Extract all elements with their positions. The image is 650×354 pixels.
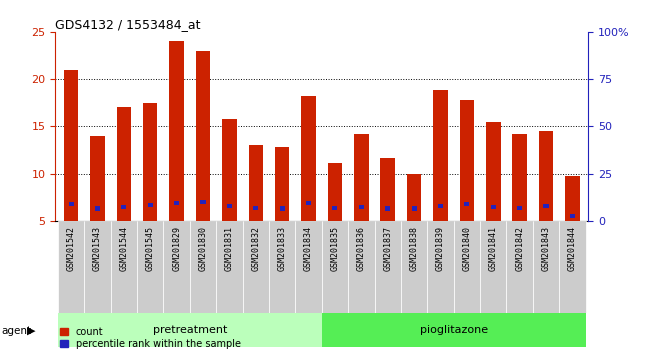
Legend: count, percentile rank within the sample: count, percentile rank within the sample bbox=[60, 327, 240, 349]
Bar bbox=[143, 103, 157, 221]
Bar bbox=[58, 313, 322, 347]
Text: GSM201830: GSM201830 bbox=[198, 225, 207, 270]
Bar bbox=[58, 221, 84, 313]
Bar bbox=[216, 221, 242, 313]
Bar bbox=[322, 221, 348, 313]
Bar bbox=[533, 221, 559, 313]
Bar bbox=[512, 134, 527, 221]
Bar bbox=[506, 221, 533, 313]
Text: GSM201836: GSM201836 bbox=[357, 225, 366, 270]
Bar bbox=[565, 177, 580, 221]
Bar bbox=[254, 206, 258, 210]
Bar bbox=[322, 313, 586, 347]
Text: GSM201829: GSM201829 bbox=[172, 225, 181, 270]
Bar bbox=[295, 221, 322, 313]
Bar bbox=[348, 221, 374, 313]
Bar bbox=[491, 205, 496, 209]
Bar bbox=[332, 206, 337, 210]
Bar bbox=[306, 201, 311, 205]
Bar bbox=[227, 204, 232, 208]
Bar bbox=[427, 221, 454, 313]
Text: GSM201839: GSM201839 bbox=[436, 225, 445, 270]
Bar bbox=[380, 158, 395, 221]
Text: GDS4132 / 1553484_at: GDS4132 / 1553484_at bbox=[55, 18, 201, 31]
Text: GSM201835: GSM201835 bbox=[330, 225, 339, 270]
Text: GSM201545: GSM201545 bbox=[146, 225, 155, 270]
Text: GSM201841: GSM201841 bbox=[489, 225, 498, 270]
Bar bbox=[137, 221, 163, 313]
Text: pretreatment: pretreatment bbox=[153, 325, 227, 335]
Bar bbox=[190, 221, 216, 313]
Bar bbox=[543, 204, 549, 208]
Bar bbox=[570, 214, 575, 218]
Text: GSM201542: GSM201542 bbox=[66, 225, 75, 270]
Bar bbox=[454, 221, 480, 313]
Text: GSM201543: GSM201543 bbox=[93, 225, 102, 270]
Bar bbox=[170, 41, 184, 221]
Bar bbox=[407, 174, 421, 221]
Bar bbox=[354, 134, 369, 221]
Text: GSM201837: GSM201837 bbox=[384, 225, 392, 270]
Bar bbox=[174, 201, 179, 205]
Bar bbox=[64, 70, 79, 221]
Bar bbox=[222, 119, 237, 221]
Bar bbox=[242, 221, 269, 313]
Bar bbox=[559, 221, 586, 313]
Text: pioglitazone: pioglitazone bbox=[420, 325, 488, 335]
Text: ▶: ▶ bbox=[27, 326, 36, 336]
Text: GSM201834: GSM201834 bbox=[304, 225, 313, 270]
Text: GSM201844: GSM201844 bbox=[568, 225, 577, 270]
Bar bbox=[464, 202, 469, 206]
Bar bbox=[539, 131, 553, 221]
Bar bbox=[480, 221, 506, 313]
Bar bbox=[90, 136, 105, 221]
Bar bbox=[517, 206, 522, 210]
Bar bbox=[200, 200, 205, 204]
Text: GSM201833: GSM201833 bbox=[278, 225, 287, 270]
Bar bbox=[359, 205, 364, 209]
Text: GSM201831: GSM201831 bbox=[225, 225, 234, 270]
Bar bbox=[122, 205, 126, 209]
Bar bbox=[248, 145, 263, 221]
Bar bbox=[111, 221, 137, 313]
Bar bbox=[84, 221, 110, 313]
Bar bbox=[163, 221, 190, 313]
Text: GSM201843: GSM201843 bbox=[541, 225, 551, 270]
Bar bbox=[385, 206, 390, 211]
Bar bbox=[460, 100, 474, 221]
Bar bbox=[434, 91, 448, 221]
Bar bbox=[95, 206, 100, 211]
Bar bbox=[328, 163, 342, 221]
Bar bbox=[196, 51, 210, 221]
Text: agent: agent bbox=[1, 326, 31, 336]
Bar bbox=[411, 206, 417, 211]
Text: GSM201838: GSM201838 bbox=[410, 225, 419, 270]
Bar bbox=[280, 206, 285, 211]
Bar bbox=[68, 202, 73, 206]
Bar bbox=[401, 221, 427, 313]
Bar bbox=[374, 221, 401, 313]
Bar bbox=[302, 96, 316, 221]
Bar bbox=[269, 221, 295, 313]
Text: GSM201842: GSM201842 bbox=[515, 225, 524, 270]
Bar bbox=[275, 147, 289, 221]
Bar bbox=[438, 204, 443, 208]
Bar bbox=[486, 122, 500, 221]
Text: GSM201840: GSM201840 bbox=[462, 225, 471, 270]
Text: GSM201544: GSM201544 bbox=[120, 225, 128, 270]
Bar bbox=[116, 108, 131, 221]
Bar bbox=[148, 203, 153, 207]
Text: GSM201832: GSM201832 bbox=[252, 225, 260, 270]
